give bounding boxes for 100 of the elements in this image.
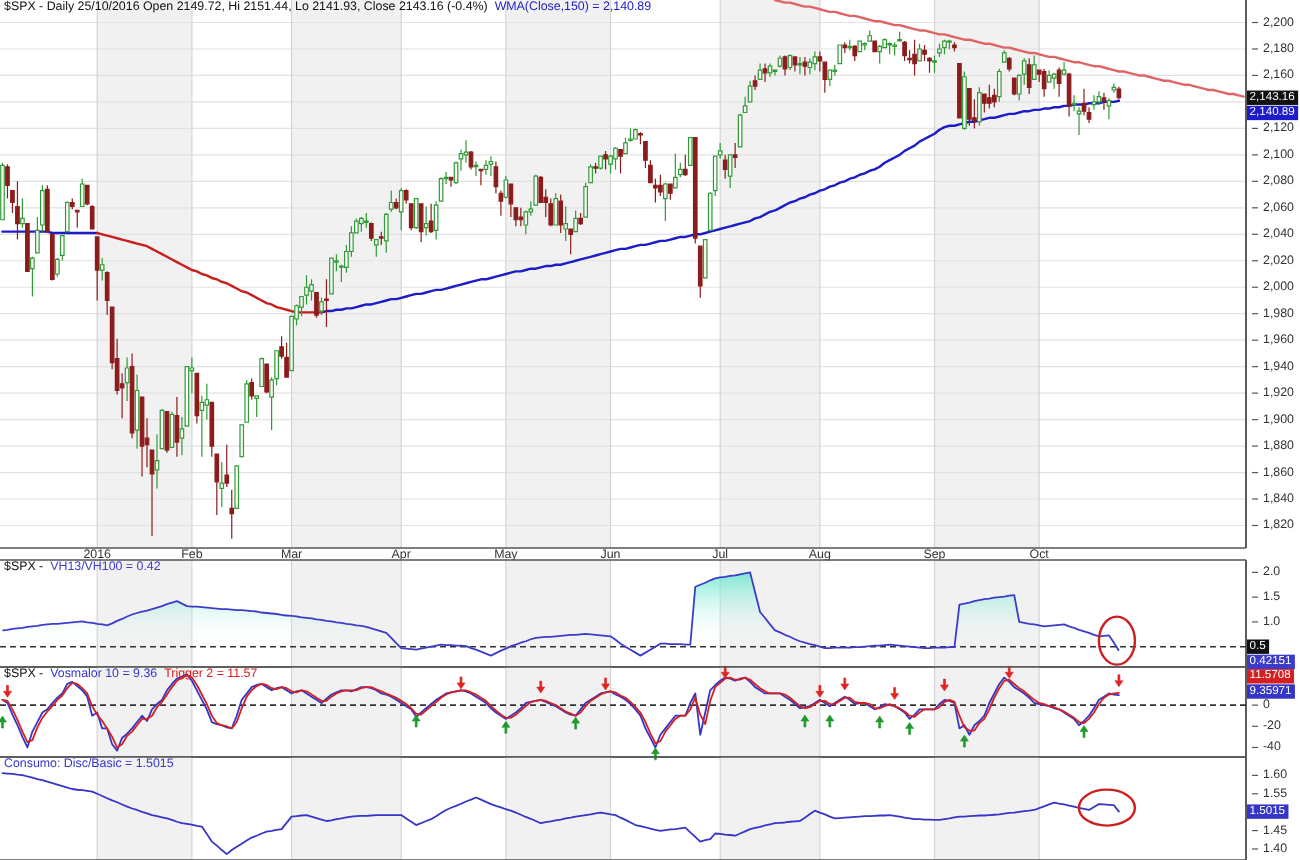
candlestick: [473, 160, 479, 177]
candlestick: [99, 257, 105, 282]
candlestick: [284, 342, 289, 378]
candlestick: [264, 363, 269, 394]
candlestick: [867, 29, 873, 42]
candlestick: [952, 41, 957, 53]
candlestick: [568, 228, 574, 255]
candlestick: [937, 43, 942, 58]
candlestick: [324, 278, 329, 328]
candlestick: [962, 70, 967, 131]
candlestick: [663, 182, 668, 222]
candlestick: [254, 395, 260, 418]
candlestick: [658, 174, 663, 197]
candlestick: [463, 139, 469, 164]
candlestick: [1001, 49, 1007, 63]
point: [536, 680, 546, 694]
candlestick: [757, 62, 763, 81]
candlestick: [986, 84, 992, 110]
point: [1004, 665, 1014, 679]
candlestick: [593, 162, 598, 174]
point: [501, 721, 511, 734]
candlestick: [802, 56, 808, 77]
candlestick: [368, 221, 374, 242]
candlestick: [553, 192, 559, 226]
candlestick: [393, 197, 399, 210]
candlestick: [174, 396, 180, 458]
candlestick: [79, 178, 85, 208]
candlestick: [1106, 97, 1112, 120]
candlestick: [1066, 72, 1072, 118]
candlestick: [727, 154, 733, 189]
candlestick: [388, 190, 394, 213]
candlestick: [1046, 69, 1052, 83]
candlestick: [398, 187, 404, 231]
candlestick: [518, 207, 524, 227]
point: [1114, 674, 1124, 688]
candlestick: [578, 212, 583, 226]
point: [800, 714, 810, 728]
candlestick: [194, 372, 200, 425]
candlestick: [722, 154, 728, 180]
candlestick: [797, 56, 803, 75]
candlestick: [229, 489, 235, 540]
candlestick: [224, 444, 230, 488]
candlestick: [772, 69, 778, 77]
candlestick: [897, 31, 902, 42]
candlestick: [852, 44, 858, 62]
candlestick: [672, 152, 678, 189]
candlestick: [697, 245, 703, 299]
candlestick: [1096, 90, 1102, 106]
candlestick: [244, 379, 250, 423]
line-series: [95, 231, 323, 314]
candlestick: [967, 88, 972, 127]
candlestick: [767, 62, 773, 78]
candlestick: [573, 209, 578, 233]
candlestick: [752, 74, 758, 91]
candlestick: [877, 44, 883, 65]
candlestick: [413, 197, 419, 230]
candlestick: [249, 377, 255, 401]
candlestick: [887, 41, 892, 55]
candlestick: [687, 137, 693, 167]
point: [411, 714, 421, 728]
point: [720, 665, 730, 679]
candlestick: [234, 465, 240, 509]
candlestick: [74, 209, 80, 229]
candlestick: [309, 278, 314, 302]
candlestick: [0, 162, 5, 221]
candlestick: [418, 203, 424, 243]
candlestick: [842, 41, 848, 54]
candlestick: [837, 44, 843, 65]
candlestick: [982, 93, 987, 114]
candlestick: [373, 238, 379, 258]
candlestick: [558, 193, 564, 234]
candlestick: [947, 39, 952, 50]
candlestick: [94, 236, 100, 302]
candlestick: [1026, 57, 1032, 95]
point: [825, 714, 835, 728]
candlestick: [503, 175, 509, 200]
candlestick: [363, 212, 369, 229]
candlestick: [25, 223, 30, 272]
candlestick: [314, 291, 319, 319]
candlestick: [912, 39, 917, 77]
candlestick: [45, 184, 50, 234]
candlestick: [702, 238, 708, 279]
candlestick: [598, 155, 603, 171]
candlestick: [319, 297, 324, 316]
point: [815, 685, 825, 698]
candlestick: [812, 51, 818, 71]
candlestick: [15, 180, 20, 241]
candlestick: [827, 69, 833, 87]
candlestick: [378, 231, 384, 246]
candlestick: [1031, 54, 1037, 81]
candlestick: [20, 197, 25, 229]
candlestick: [523, 209, 529, 235]
candlestick: [777, 54, 783, 69]
candlestick: [633, 127, 638, 140]
candlestick: [977, 86, 982, 127]
candlestick: [692, 137, 698, 245]
candlestick: [483, 159, 489, 176]
candlestick: [359, 216, 364, 233]
candlestick: [448, 176, 454, 188]
candlestick: [737, 113, 743, 148]
